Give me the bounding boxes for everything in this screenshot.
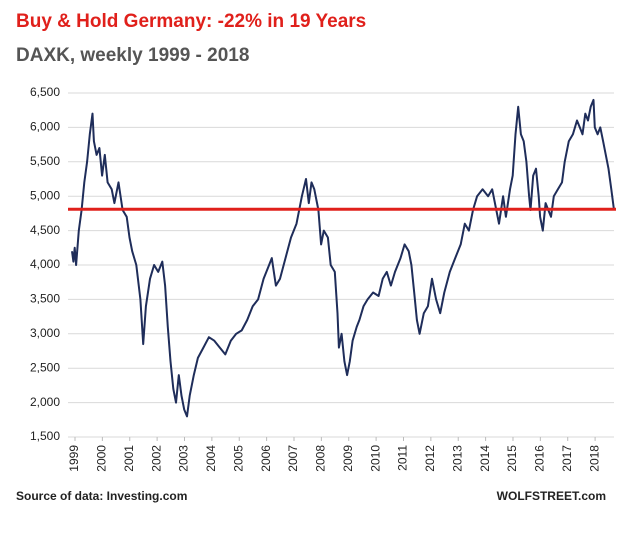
x-tick-label: 2004: [204, 445, 218, 472]
chart-subtitle: DAXK, weekly 1999 - 2018: [16, 45, 249, 66]
x-tick-label: 2015: [505, 445, 519, 472]
chart-title: Buy & Hold Germany: -22% in 19 Years: [16, 11, 366, 32]
x-tick-label: 2006: [259, 445, 273, 472]
y-tick-label: 4,500: [30, 223, 60, 237]
x-tick-label: 2009: [341, 445, 355, 472]
source-note: Source of data: Investing.com: [16, 489, 187, 503]
x-tick-label: 2017: [560, 445, 574, 472]
x-tick-label: 2002: [149, 445, 163, 472]
data-line: [71, 98, 615, 418]
x-tick-label: 2010: [368, 445, 382, 472]
x-tick-label: 2011: [396, 445, 410, 471]
y-tick-label: 5,500: [30, 154, 60, 168]
y-tick-label: 3,000: [30, 326, 60, 340]
y-tick-label: 1,500: [30, 429, 60, 443]
y-tick-label: 3,500: [30, 292, 60, 306]
y-tick-label: 2,500: [30, 360, 60, 374]
x-tick-label: 2013: [450, 445, 464, 472]
credit: WOLFSTREET.com: [497, 489, 606, 503]
x-tick-label: 2008: [314, 445, 328, 472]
y-tick-label: 6,000: [30, 120, 60, 134]
x-tick-label: 2012: [423, 445, 437, 472]
x-tick-label: 2007: [286, 445, 300, 472]
x-tick-label: 1999: [67, 445, 81, 472]
x-tick-label: 2018: [587, 445, 601, 472]
x-tick-label: 2014: [478, 445, 492, 472]
y-tick-label: 5,000: [30, 188, 60, 202]
x-tick-label: 2001: [122, 445, 136, 472]
x-tick-label: 2016: [533, 445, 547, 472]
x-tick-label: 2000: [95, 445, 109, 472]
y-tick-label: 4,000: [30, 257, 60, 271]
x-tick-label: 2003: [177, 445, 191, 472]
x-tick-label: 2005: [231, 445, 245, 472]
y-tick-label: 2,000: [30, 395, 60, 409]
y-tick-label: 6,500: [30, 85, 60, 99]
